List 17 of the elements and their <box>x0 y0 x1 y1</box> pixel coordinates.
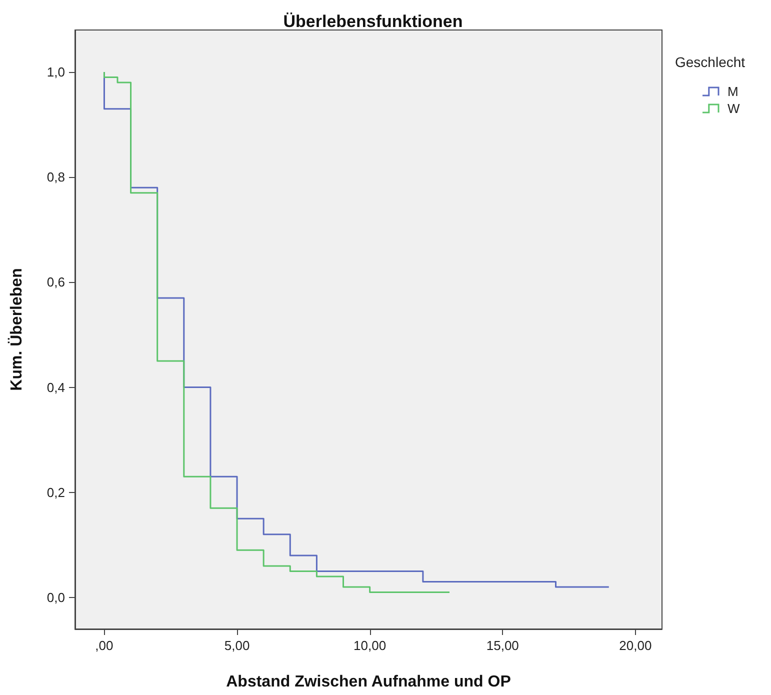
y-tick-label: 1,0 <box>46 64 65 80</box>
chart-title: Überlebensfunktionen <box>283 12 463 31</box>
x-tick-label: ,00 <box>95 638 114 653</box>
y-tick-label: 0,0 <box>46 590 65 605</box>
x-tick-label: 20,00 <box>619 638 652 653</box>
legend-label: W <box>728 101 740 116</box>
x-axis-title: Abstand Zwischen Aufnahme und OP <box>226 674 512 690</box>
y-tick-label: 0,4 <box>46 380 65 395</box>
legend-label: M <box>728 84 738 99</box>
y-tick-label: 0,2 <box>46 484 65 500</box>
y-tick-label: 0,6 <box>46 274 65 290</box>
y-axis-title: Kum. Überleben <box>8 268 26 391</box>
x-tick-label: 5,00 <box>224 638 250 653</box>
x-tick-label: 10,00 <box>354 638 386 653</box>
x-tick-label: 15,00 <box>486 638 519 653</box>
y-tick-label: 0,8 <box>46 170 65 185</box>
legend-title: Geschlecht <box>675 54 746 70</box>
